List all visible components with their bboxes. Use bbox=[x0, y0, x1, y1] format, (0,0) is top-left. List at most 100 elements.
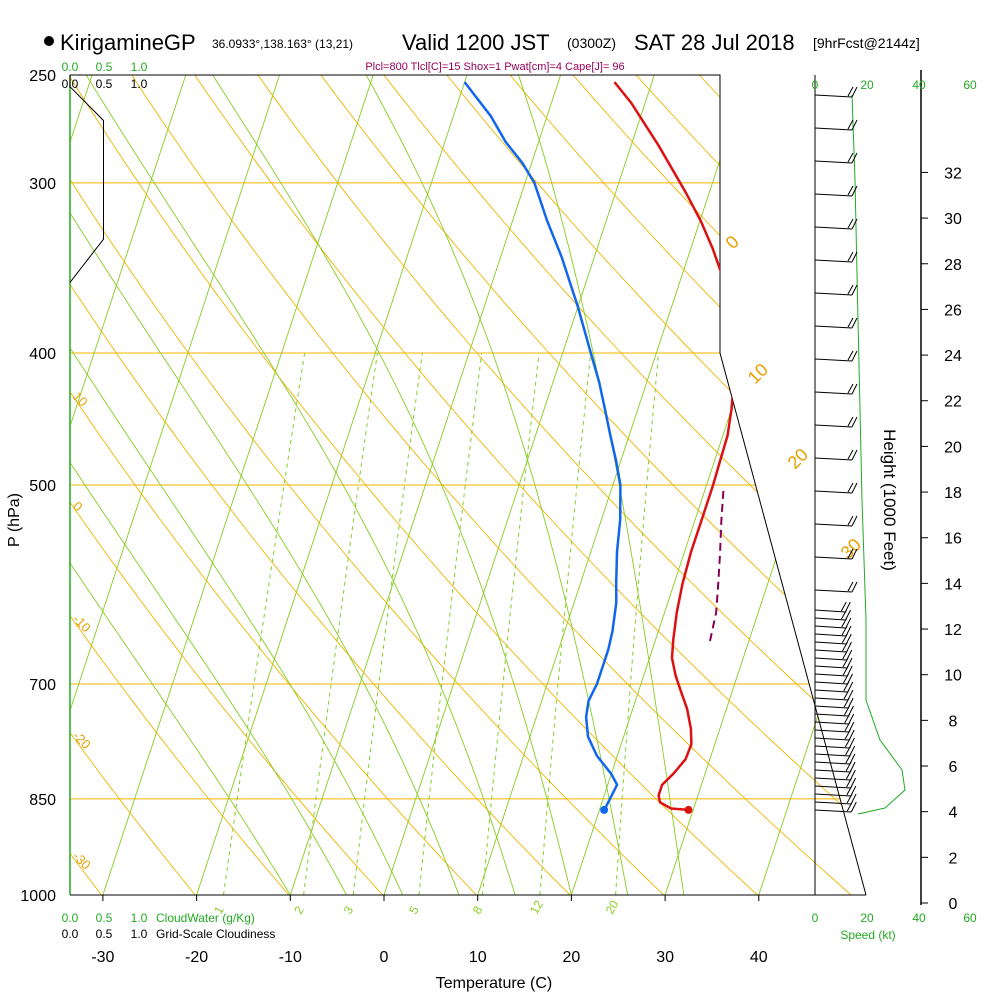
cloud-water-scale-top: 0.5 bbox=[96, 60, 113, 74]
height-tick-label: 32 bbox=[944, 165, 962, 182]
valid-date: SAT 28 Jul 2018 bbox=[634, 30, 795, 55]
dry-adiabat-line bbox=[70, 75, 477, 895]
surface-dewpoint-dot bbox=[600, 805, 609, 814]
dry-adiabat-line bbox=[70, 75, 571, 895]
isotherm-line bbox=[102, 75, 374, 895]
cloud-water-label: CloudWater (g/Kg) bbox=[156, 911, 255, 925]
x-tick-label: 30 bbox=[656, 949, 674, 966]
moist-adiabat-line bbox=[466, 75, 685, 895]
dry-adiabat-line bbox=[257, 75, 866, 895]
dry-adiabat-line bbox=[131, 75, 852, 895]
theta-label: 10 bbox=[70, 389, 91, 410]
x-axis-title: Temperature (C) bbox=[436, 975, 552, 992]
height-tick-label: 20 bbox=[944, 439, 962, 456]
height-tick-label: 2 bbox=[949, 850, 958, 867]
wind-barb bbox=[814, 383, 858, 395]
isotherm-line bbox=[758, 75, 866, 895]
cloudiness-scale-top: 1.0 bbox=[131, 77, 148, 91]
mixing-ratio-label: 2 bbox=[291, 903, 307, 916]
surface-temperature-dot bbox=[684, 805, 693, 814]
mixing-ratio-line bbox=[418, 352, 483, 895]
dry-adiabat-line bbox=[70, 75, 290, 895]
cloudiness-scale-bottom: 0.0 bbox=[62, 927, 79, 941]
height-axis-title: Height (1000 Feet) bbox=[880, 429, 899, 571]
theta-label: -30 bbox=[70, 849, 94, 873]
moist-adiabat-line bbox=[70, 75, 516, 895]
speed-tick-label-top: 60 bbox=[963, 78, 977, 92]
speed-label: Speed (kt) bbox=[840, 928, 895, 942]
mixing-ratio-label: 8 bbox=[470, 903, 486, 916]
height-tick-label: 30 bbox=[944, 211, 962, 228]
theta-label: 0 bbox=[70, 499, 86, 515]
wind-barb bbox=[814, 152, 858, 164]
valid-time-zulu: (0300Z) bbox=[567, 35, 616, 51]
x-tick-label: -10 bbox=[279, 949, 302, 966]
dry-adiabat-line bbox=[70, 75, 196, 895]
wind-barb bbox=[814, 86, 858, 98]
speed-tick-label-top: 40 bbox=[912, 78, 926, 92]
mixing-ratio-line bbox=[352, 352, 423, 895]
dewpoint-profile bbox=[463, 81, 622, 811]
frame-edge bbox=[70, 74, 867, 896]
wind-barb bbox=[814, 416, 858, 428]
height-tick-label: 22 bbox=[944, 394, 962, 411]
wind-barb bbox=[814, 482, 858, 494]
wind-barb bbox=[814, 350, 858, 362]
parcel-profile bbox=[708, 490, 725, 645]
wind-barb bbox=[814, 284, 858, 296]
station-name: KirigamineGP bbox=[60, 30, 196, 55]
theta-label: -10 bbox=[70, 611, 94, 635]
moist-adiabat-line bbox=[70, 75, 404, 895]
forecast-info: [9hrFcst@2144z] bbox=[813, 35, 920, 51]
cloudiness-scale-bottom: 0.5 bbox=[96, 927, 113, 941]
cloud-water-scale-bottom: 0.5 bbox=[96, 911, 113, 925]
mixing-ratio-line bbox=[615, 352, 659, 895]
speed-tick-label-bottom: 0 bbox=[812, 911, 819, 925]
moist-adiabat-line bbox=[70, 75, 347, 895]
temperature-profile bbox=[613, 81, 738, 812]
pressure-tick-label: 300 bbox=[29, 176, 56, 193]
mixing-ratio-label: 12 bbox=[527, 898, 546, 917]
wind-barb bbox=[814, 581, 858, 593]
cloudiness-panel: 0.0 0.0 0.0 0.0 0.5 0.5 0.5 0.5 1.0 1.0 1.0 1.0 bbox=[62, 60, 148, 941]
isotherm-line bbox=[477, 75, 749, 895]
x-tick-label: -30 bbox=[91, 949, 114, 966]
speed-tick-label-bottom: 40 bbox=[912, 911, 926, 925]
cloud-water-scale-bottom: 1.0 bbox=[131, 911, 148, 925]
wind-barb bbox=[814, 601, 851, 613]
x-tick-label: 20 bbox=[563, 949, 581, 966]
station-coords: 36.0933°,138.163° (13,21) bbox=[212, 37, 353, 51]
pressure-tick-label: 400 bbox=[29, 346, 56, 363]
height-tick-label: 28 bbox=[944, 257, 962, 274]
wind-barb bbox=[814, 548, 858, 560]
mixing-ratio-label: 3 bbox=[341, 903, 357, 916]
wind-barb bbox=[814, 801, 857, 813]
cloudiness-scale-top: 0.5 bbox=[96, 77, 113, 91]
pressure-tick-label: 250 bbox=[29, 68, 56, 85]
theta-label: 10 bbox=[744, 360, 772, 388]
cloudiness-label: Grid-Scale Cloudiness bbox=[156, 927, 275, 941]
wind-barb bbox=[814, 449, 858, 461]
station-marker-icon bbox=[44, 36, 54, 46]
height-tick-label: 18 bbox=[944, 485, 962, 502]
moist-adiabat-line bbox=[129, 75, 572, 895]
wind-barb bbox=[814, 185, 858, 197]
sounding-profiles bbox=[463, 81, 738, 814]
cloudiness-profile bbox=[69, 75, 104, 283]
pressure-tick-label: 850 bbox=[29, 792, 56, 809]
isotherm-line bbox=[289, 75, 562, 895]
dry-adiabat-line bbox=[70, 75, 758, 895]
x-tick-label: 0 bbox=[380, 949, 389, 966]
x-tick-label: 40 bbox=[750, 949, 768, 966]
theta-label: -20 bbox=[70, 728, 94, 752]
isotherm-line bbox=[70, 75, 187, 895]
y-axis-title: P (hPa) bbox=[6, 493, 23, 547]
wind-barb bbox=[814, 317, 858, 329]
plot-frame bbox=[69, 74, 867, 896]
sounding-parameters: Plcl=800 Tlcl[C]=15 Shox=1 Pwat[cm]=4 Ca… bbox=[365, 61, 624, 73]
cloudiness-scale-top: 0.0 bbox=[62, 77, 79, 91]
moist-adiabat-line bbox=[287, 75, 629, 895]
wind-barb bbox=[814, 119, 858, 131]
